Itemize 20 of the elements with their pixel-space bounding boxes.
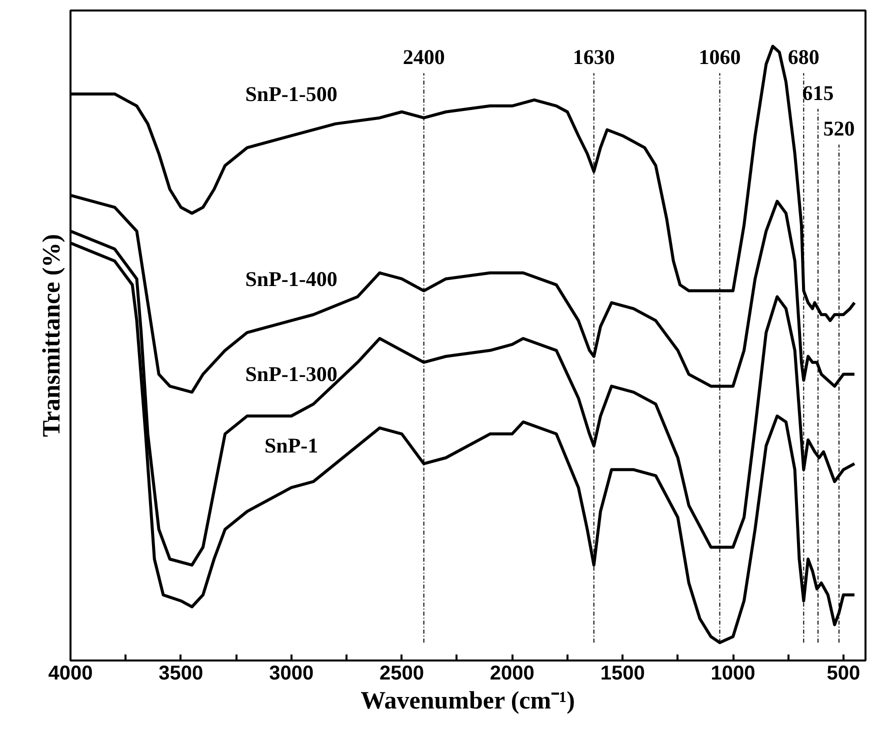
ref-line-label: 1630 (572, 45, 615, 70)
ref-line-label: 680 (788, 45, 820, 70)
x-tick-label: 2500 (380, 662, 424, 684)
x-tick-label: 1500 (600, 662, 645, 684)
series-label: SnP-1-500 (245, 82, 338, 106)
series-label: SnP-1 (264, 434, 318, 458)
ref-line-label: 520 (823, 116, 855, 141)
series-label: SnP-1-400 (245, 266, 338, 291)
x-tick-label: 3500 (158, 662, 204, 684)
ref-line-label: 615 (802, 80, 834, 105)
x-tick-label: 3000 (269, 662, 314, 684)
x-axis-title: Wavenumber (cm⁻¹) (360, 688, 575, 714)
x-tick-label: 4000 (48, 662, 93, 684)
y-axis-title: Transmittance (%) (38, 234, 66, 437)
x-tick-label: 2000 (490, 662, 534, 684)
series-label: SnP-1-300 (245, 362, 338, 386)
ref-line-label: 1060 (698, 45, 741, 70)
x-tick-label: 500 (826, 662, 860, 684)
x-tick-label: 1000 (710, 662, 756, 684)
ref-line-label: 2400 (402, 45, 445, 70)
